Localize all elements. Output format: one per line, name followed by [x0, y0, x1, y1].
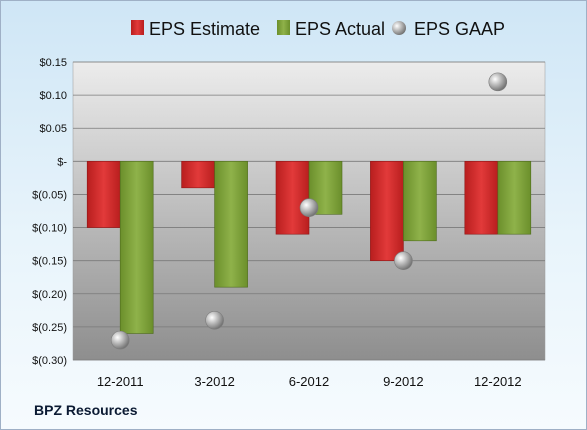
x-category-label: 6-2012: [289, 374, 329, 389]
company-label: BPZ Resources: [34, 402, 138, 418]
marker-eps-gaap-12-2011: [110, 330, 130, 350]
legend-swatch-eps-actual: [277, 20, 290, 35]
y-tick-label: $-: [57, 156, 67, 168]
bar-eps-actual-12-2012: [497, 161, 532, 235]
bar-eps-estimate-6-2012: [275, 161, 310, 235]
x-axis: 12-2011 3-2012 6-2012 9-2012 12-2012: [97, 374, 522, 389]
bar-eps-actual-12-2011: [119, 161, 154, 334]
y-tick-label: $(0.15): [32, 256, 67, 268]
y-tick-label: $(0.30): [32, 355, 67, 367]
y-tick-label: $(0.25): [32, 322, 67, 334]
legend-swatch-eps-gaap: [392, 21, 406, 35]
y-tick-label: $(0.10): [32, 223, 67, 235]
y-tick-label: $(0.05): [32, 189, 67, 201]
legend-label-eps-gaap: EPS GAAP: [414, 19, 505, 39]
bar-eps-estimate-9-2012: [370, 161, 404, 261]
bar-eps-estimate-3-2012: [181, 161, 215, 189]
x-category-label: 12-2011: [97, 374, 144, 389]
y-tick-label: $0.15: [39, 57, 67, 69]
bar-eps-estimate-12-2012: [464, 161, 499, 235]
marker-eps-gaap-9-2012: [394, 251, 413, 270]
marker-series: [110, 72, 508, 350]
x-category-label: 9-2012: [383, 374, 423, 389]
x-category-label: 3-2012: [194, 374, 234, 389]
marker-eps-gaap-3-2012: [205, 310, 224, 330]
bar-eps-estimate-12-2011: [86, 161, 121, 228]
legend-swatch-eps-estimate: [131, 20, 144, 35]
y-axis: $0.15 $0.10 $0.05 $- $(0.05) $(0.10) $(0.15) $(…: [32, 57, 67, 367]
x-category-label: 12-2012: [474, 374, 522, 389]
bar-eps-actual-3-2012: [214, 161, 248, 288]
y-tick-label: $0.05: [39, 123, 67, 135]
legend-item-eps-actual: EPS Actual: [277, 19, 385, 39]
bar-series: [86, 161, 532, 334]
legend-item-eps-gaap: EPS GAAP: [392, 19, 505, 39]
legend-label-eps-actual: EPS Actual: [295, 19, 385, 39]
bar-eps-actual-9-2012: [403, 161, 437, 242]
legend: EPS Estimate EPS Actual EPS GAAP: [131, 19, 505, 39]
marker-eps-gaap-6-2012: [299, 198, 319, 217]
legend-label-eps-estimate: EPS Estimate: [149, 19, 260, 39]
y-tick-label: $(0.20): [32, 289, 67, 301]
y-tick-label: $0.10: [39, 90, 67, 102]
marker-eps-gaap-12-2012: [488, 72, 508, 92]
legend-item-eps-estimate: EPS Estimate: [131, 19, 260, 39]
